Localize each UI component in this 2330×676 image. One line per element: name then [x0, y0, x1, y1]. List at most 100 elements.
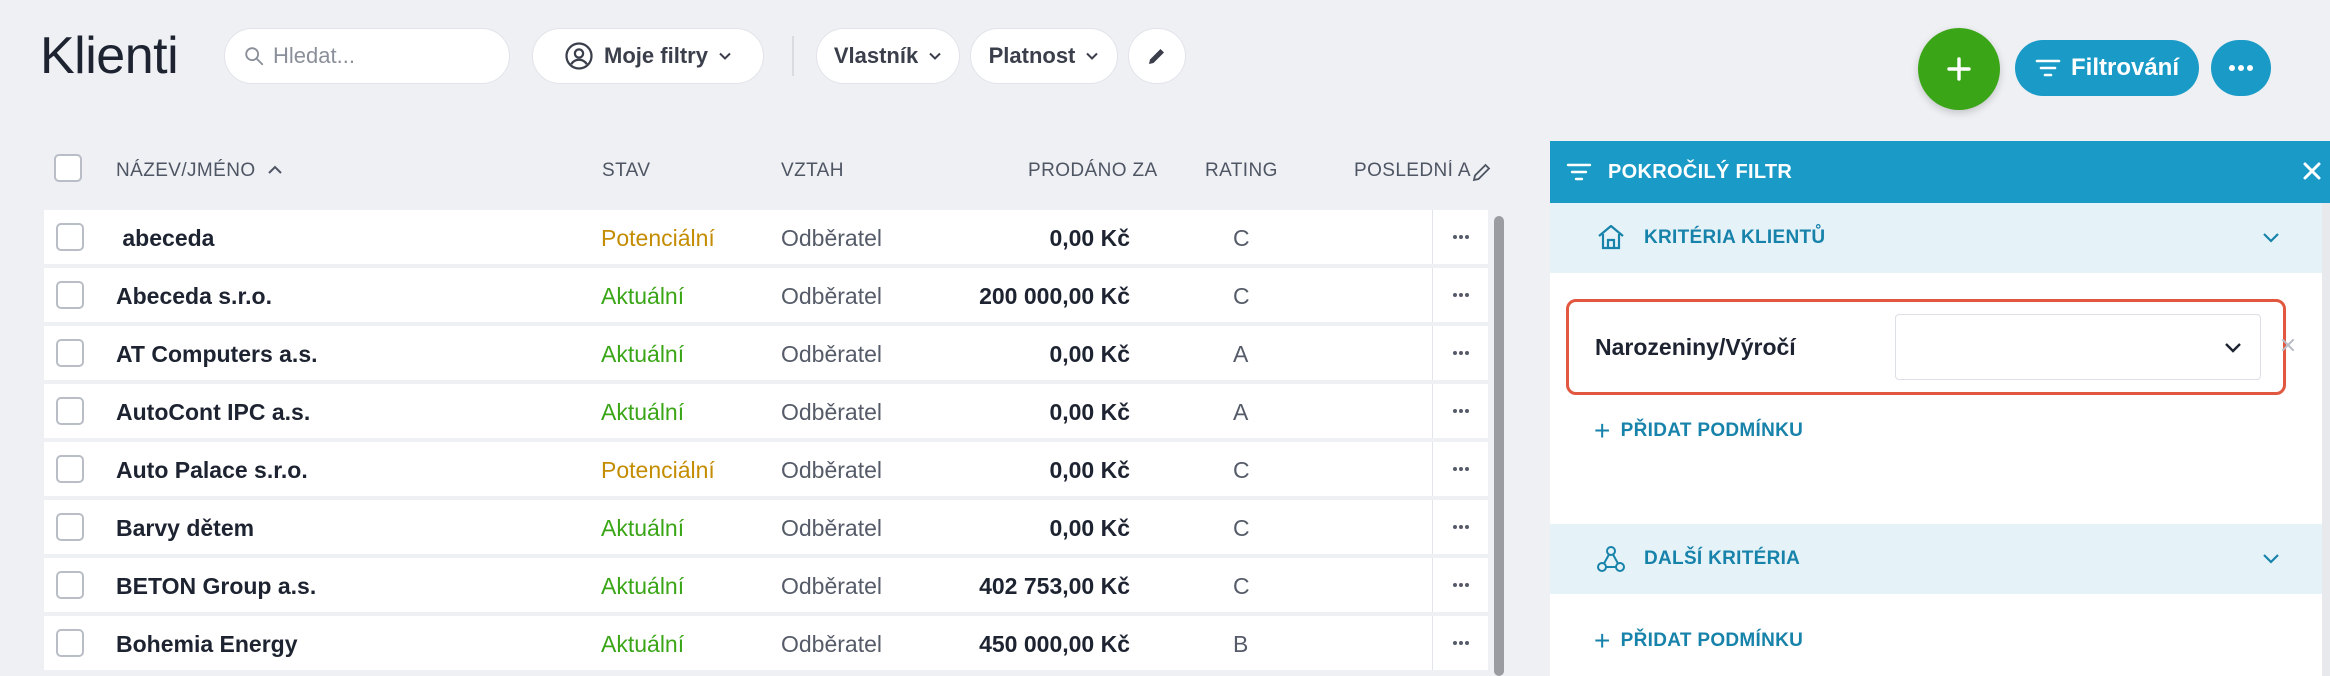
remove-condition-icon[interactable] — [2280, 337, 2296, 353]
select-all-checkbox[interactable] — [54, 154, 82, 182]
client-rating: C — [1233, 457, 1250, 483]
client-relation: Odběratel — [781, 225, 883, 251]
filter-lines-icon — [2035, 59, 2061, 77]
client-sold-for: 0,00 Kč — [1049, 341, 1130, 367]
user-circle-icon — [565, 42, 593, 70]
client-relation: Odběratel — [781, 283, 883, 309]
row-checkbox[interactable] — [56, 281, 84, 309]
row-checkbox[interactable] — [56, 629, 84, 657]
table-row[interactable]: Bohemia Energy Aktuální Odběratel 450 000,0… — [44, 616, 1488, 670]
client-rating: B — [1233, 631, 1249, 657]
more-criteria-section[interactable]: DALŠÍ KRITÉRIA — [1550, 524, 2322, 594]
row-actions-button[interactable] — [1432, 268, 1488, 322]
more-dots-icon — [1452, 235, 1469, 239]
add-condition-label: PŘIDAT PODMÍNKU — [1620, 630, 1804, 651]
more-actions-button[interactable] — [2211, 40, 2271, 96]
toolbar-divider — [792, 36, 794, 76]
filter-button-label: Filtrování — [2070, 54, 2179, 81]
filter-lines-icon — [1566, 163, 1592, 181]
client-sold-for: 0,00 Kč — [1049, 457, 1130, 483]
column-header-sold-for[interactable]: PRODÁNO ZA — [1028, 160, 1158, 181]
add-condition-button[interactable]: + PŘIDAT PODMÍNKU — [1594, 627, 1803, 655]
row-checkbox[interactable] — [56, 223, 84, 251]
row-checkbox[interactable] — [56, 339, 84, 367]
chevron-down-icon — [1086, 52, 1099, 60]
filter-button[interactable]: Filtrování — [2015, 40, 2199, 96]
client-name[interactable]: abeceda — [116, 225, 215, 251]
client-name[interactable]: Barvy dětem — [116, 515, 255, 541]
column-header-name[interactable]: NÁZEV/JMÉNO — [116, 160, 283, 182]
table-row[interactable]: BETON Group a.s. Aktuální Odběratel 402 753… — [44, 558, 1488, 612]
row-actions-button[interactable] — [1432, 616, 1488, 670]
client-relation: Odběratel — [781, 341, 883, 367]
table-row[interactable]: Abeceda s.r.o. Aktuální Odběratel 200 000,0… — [44, 268, 1488, 322]
table-row[interactable]: Auto Palace s.r.o. Potenciální Odběratel 0,… — [44, 442, 1488, 496]
row-checkbox[interactable] — [56, 571, 84, 599]
row-actions-button[interactable] — [1432, 442, 1488, 496]
client-relation: Odběratel — [781, 631, 883, 657]
table-scrollbar[interactable] — [1494, 216, 1504, 676]
column-header-status[interactable]: STAV — [602, 160, 651, 181]
condition-label: Narozeniny/Výročí — [1595, 334, 1796, 360]
client-rating: A — [1233, 399, 1249, 425]
search-input[interactable] — [273, 43, 493, 69]
edit-filters-button[interactable] — [1128, 28, 1186, 84]
panel-scrollbar[interactable] — [2322, 203, 2330, 676]
search-box[interactable] — [224, 28, 510, 84]
table-row[interactable]: abeceda Potenciální Odběratel 0,00 Kč C — [44, 210, 1488, 264]
client-name[interactable]: Bohemia Energy — [116, 631, 298, 657]
client-status: Aktuální — [601, 283, 685, 309]
client-status: Potenciální — [601, 225, 715, 251]
table-row[interactable]: AutoCont IPC a.s. Aktuální Odběratel 0,00 K… — [44, 384, 1488, 438]
client-name[interactable]: BETON Group a.s. — [116, 573, 317, 599]
row-actions-button[interactable] — [1432, 210, 1488, 264]
owner-filter-button[interactable]: Vlastník — [816, 28, 960, 84]
edit-columns-icon[interactable] — [1470, 160, 1494, 184]
more-criteria-label: DALŠÍ KRITÉRIA — [1644, 548, 1801, 569]
client-name[interactable]: Abeceda s.r.o. — [116, 283, 272, 309]
chevron-down-icon — [929, 52, 941, 60]
owner-filter-label: Vlastník — [833, 43, 919, 68]
client-rating: C — [1233, 283, 1250, 309]
close-icon[interactable] — [2300, 159, 2324, 183]
client-name[interactable]: AutoCont IPC a.s. — [116, 399, 311, 425]
condition-value-select[interactable] — [1895, 314, 2261, 380]
row-actions-button[interactable] — [1432, 326, 1488, 380]
validity-filter-label: Platnost — [988, 43, 1076, 68]
client-sold-for: 402 753,00 Kč — [979, 573, 1130, 599]
client-name[interactable]: AT Computers a.s. — [116, 341, 318, 367]
table-row[interactable]: AT Computers a.s. Aktuální Odběratel 0,00 K… — [44, 326, 1488, 380]
row-checkbox[interactable] — [56, 513, 84, 541]
row-checkbox[interactable] — [56, 397, 84, 425]
validity-filter-button[interactable]: Platnost — [970, 28, 1118, 84]
client-rating: C — [1233, 515, 1250, 541]
add-client-button[interactable] — [1918, 28, 2000, 110]
column-header-rating[interactable]: RATING — [1205, 160, 1278, 181]
more-dots-icon — [1452, 525, 1469, 529]
column-header-relation[interactable]: VZTAH — [781, 160, 844, 181]
client-name[interactable]: Auto Palace s.r.o. — [116, 457, 308, 483]
table-row[interactable]: Barvy dětem Aktuální Odběratel 0,00 Kč C — [44, 500, 1488, 554]
row-actions-button[interactable] — [1432, 384, 1488, 438]
plus-icon: + — [1594, 625, 1611, 656]
more-dots-icon — [2229, 65, 2253, 71]
chevron-down-icon — [719, 52, 731, 60]
my-filters-button[interactable]: Moje filtry — [532, 28, 764, 84]
page-title: Klienti — [40, 27, 179, 85]
home-icon — [1598, 224, 1624, 250]
client-criteria-section[interactable]: KRITÉRIA KLIENTŮ — [1550, 203, 2322, 273]
advanced-filter-panel: POKROČILÝ FILTR KRITÉRIA KLIENTŮ Narozen… — [1550, 141, 2330, 676]
column-header-last[interactable]: POSLEDNÍ A — [1354, 160, 1471, 181]
row-actions-button[interactable] — [1432, 558, 1488, 612]
row-actions-button[interactable] — [1432, 500, 1488, 554]
client-sold-for: 0,00 Kč — [1049, 399, 1130, 425]
advanced-filter-title: POKROČILÝ FILTR — [1608, 161, 1793, 183]
client-status: Aktuální — [601, 631, 685, 657]
client-sold-for: 200 000,00 Kč — [979, 283, 1130, 309]
share-nodes-icon — [1597, 546, 1625, 572]
client-rating: C — [1233, 225, 1250, 251]
row-checkbox[interactable] — [56, 455, 84, 483]
sort-ascending-icon — [268, 165, 282, 174]
search-icon — [245, 47, 264, 66]
add-condition-button[interactable]: + PŘIDAT PODMÍNKU — [1594, 417, 1803, 445]
